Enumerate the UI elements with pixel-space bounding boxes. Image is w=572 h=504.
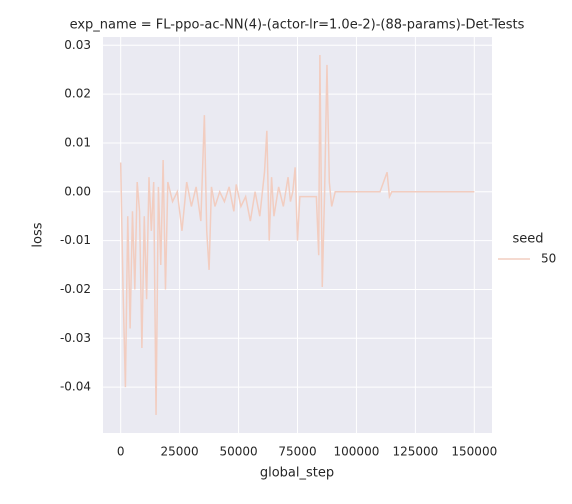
y-axis-label: loss <box>31 222 46 247</box>
x-tick-label: 75000 <box>278 445 316 459</box>
x-tick-label: 125000 <box>392 445 438 459</box>
x-tick-label: 100000 <box>334 445 380 459</box>
y-tick-label: -0.04 <box>60 380 91 394</box>
legend-label: 50 <box>541 252 556 266</box>
legend-title: seed <box>512 232 543 247</box>
x-axis-label: global_step <box>260 466 334 481</box>
x-tick-label: 50000 <box>219 445 257 459</box>
x-tick-label: 150000 <box>451 445 497 459</box>
y-tick-label: 0.02 <box>64 87 91 101</box>
y-tick-label: 0.03 <box>64 38 91 52</box>
y-tick-label: 0.00 <box>64 184 91 198</box>
line-series <box>119 55 475 415</box>
x-tick-label: 25000 <box>161 445 199 459</box>
x-tick-label: 0 <box>117 445 125 459</box>
chart-title: exp_name = FL-ppo-ac-NN(4)-(actor-lr=1.0… <box>70 18 525 33</box>
y-tick-label: 0.01 <box>64 135 91 149</box>
y-tick-label: -0.01 <box>60 233 91 247</box>
y-tick-label: -0.02 <box>60 282 91 296</box>
y-tick-label: -0.03 <box>60 331 91 345</box>
